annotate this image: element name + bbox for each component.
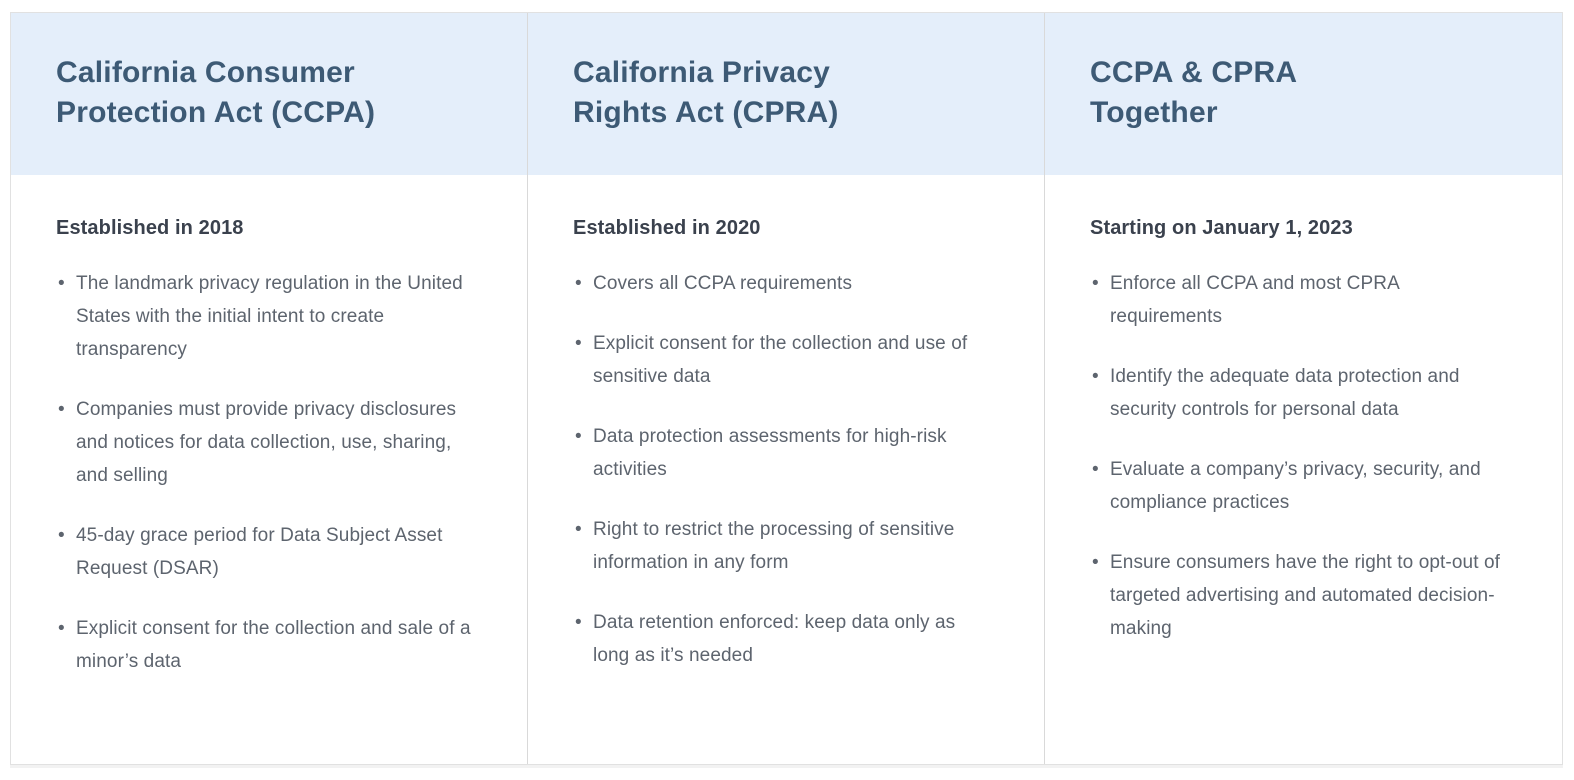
- bullet-item: Evaluate a company’s privacy, security, …: [1090, 453, 1514, 519]
- column-ccpa-bullet-list: The landmark privacy regulation in the U…: [56, 267, 479, 678]
- column-together-header: CCPA & CPRA Together: [1045, 13, 1562, 175]
- column-together: CCPA & CPRA Together Starting on January…: [1045, 13, 1562, 764]
- column-ccpa-subtitle: Established in 2018: [56, 217, 244, 239]
- column-ccpa-title-line2: Protection Act (CCPA): [56, 96, 376, 129]
- column-together-title-line2: Together: [1090, 96, 1218, 129]
- column-cpra-bullet-list: Covers all CCPA requirements Explicit co…: [573, 267, 996, 672]
- column-cpra-title-line2: Rights Act (CPRA): [573, 96, 839, 129]
- column-ccpa-title: California Consumer Protection Act (CCPA…: [56, 53, 487, 133]
- column-cpra-title-line1: California Privacy: [573, 56, 831, 89]
- column-cpra-title: California Privacy Rights Act (CPRA): [573, 53, 1004, 133]
- bullet-item: Explicit consent for the collection and …: [56, 612, 479, 678]
- bullet-item: Companies must provide privacy disclosur…: [56, 393, 479, 492]
- column-together-title: CCPA & CPRA Together: [1090, 53, 1522, 133]
- column-together-bullet-list: Enforce all CCPA and most CPRA requireme…: [1090, 267, 1514, 645]
- bullet-item: Enforce all CCPA and most CPRA requireme…: [1090, 267, 1514, 333]
- column-ccpa: California Consumer Protection Act (CCPA…: [11, 13, 528, 764]
- bullet-item: 45-day grace period for Data Subject Ass…: [56, 519, 479, 585]
- bullet-item: Explicit consent for the collection and …: [573, 327, 996, 393]
- column-cpra-subtitle: Established in 2020: [573, 217, 761, 239]
- column-ccpa-body: Established in 2018 The landmark privacy…: [11, 175, 527, 705]
- column-cpra: California Privacy Rights Act (CPRA) Est…: [528, 13, 1045, 764]
- column-ccpa-header: California Consumer Protection Act (CCPA…: [11, 13, 527, 175]
- bullet-item: Ensure consumers have the right to opt-o…: [1090, 546, 1514, 645]
- bullet-item: Identify the adequate data protection an…: [1090, 360, 1514, 426]
- bullet-item: Right to restrict the processing of sens…: [573, 513, 996, 579]
- comparison-table: California Consumer Protection Act (CCPA…: [10, 12, 1563, 765]
- bullet-item: The landmark privacy regulation in the U…: [56, 267, 479, 366]
- bullet-item: Covers all CCPA requirements: [573, 267, 996, 300]
- bullet-item: Data retention enforced: keep data only …: [573, 606, 996, 672]
- column-together-title-line1: CCPA & CPRA: [1090, 56, 1298, 89]
- column-together-body: Starting on January 1, 2023 Enforce all …: [1045, 175, 1562, 672]
- column-together-subtitle: Starting on January 1, 2023: [1090, 217, 1353, 239]
- column-cpra-body: Established in 2020 Covers all CCPA requ…: [528, 175, 1044, 699]
- column-cpra-header: California Privacy Rights Act (CPRA): [528, 13, 1044, 175]
- bullet-item: Data protection assessments for high-ris…: [573, 420, 996, 486]
- column-ccpa-title-line1: California Consumer: [56, 56, 355, 89]
